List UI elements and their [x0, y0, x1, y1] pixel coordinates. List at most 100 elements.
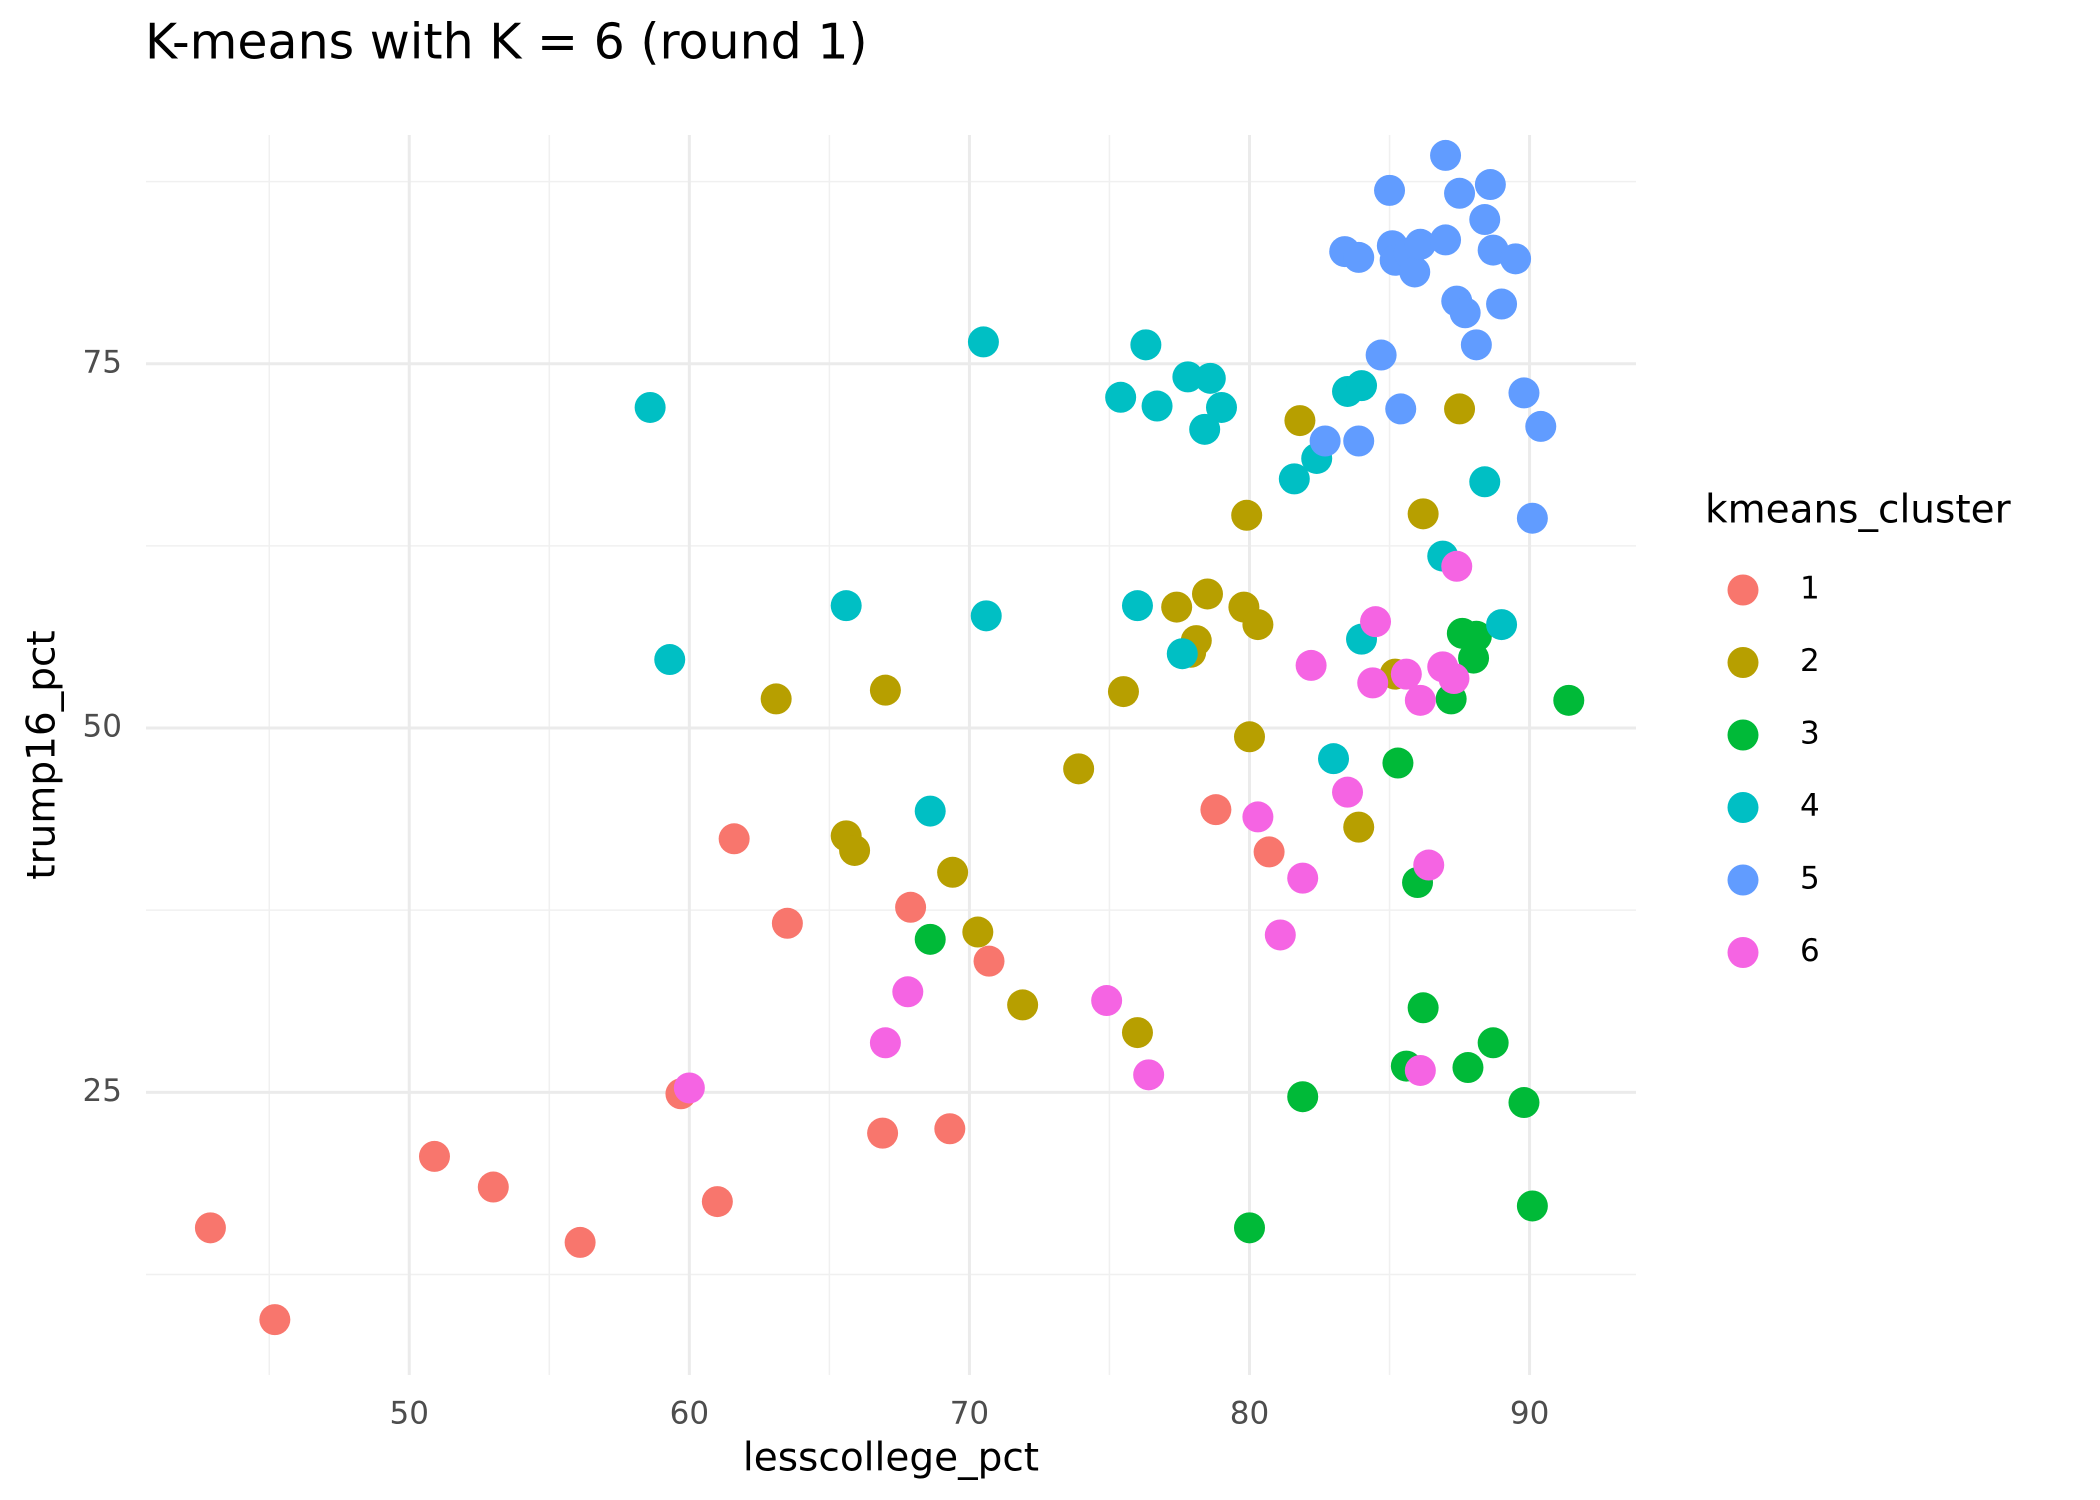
point — [1430, 224, 1462, 256]
point — [1486, 288, 1518, 320]
point — [1172, 361, 1204, 393]
point — [869, 674, 901, 706]
x-axis-label: lesscollege_pct — [743, 1436, 1039, 1481]
point — [1474, 169, 1506, 201]
point — [1133, 1059, 1165, 1091]
point — [564, 1226, 596, 1258]
y-axis-label: trump16_pct — [20, 630, 65, 879]
legend-swatch — [1727, 864, 1759, 896]
legend-label: 1 — [1800, 571, 1820, 607]
point — [1205, 391, 1237, 423]
point — [1278, 463, 1310, 495]
point — [1525, 410, 1557, 442]
point — [1430, 139, 1462, 171]
chart-title: K-means with K = 6 (round 1) — [145, 14, 868, 71]
point — [1189, 413, 1221, 445]
y-tick-label: 50 — [83, 709, 122, 745]
point — [1264, 919, 1296, 951]
legend-label: 5 — [1800, 861, 1820, 897]
point — [1516, 502, 1548, 534]
point — [934, 1113, 966, 1145]
legend-swatch — [1727, 647, 1759, 678]
point — [194, 1212, 226, 1244]
point — [1107, 676, 1139, 708]
point — [1318, 743, 1350, 775]
point — [1242, 801, 1274, 833]
point — [1382, 747, 1414, 779]
point — [1121, 590, 1153, 622]
legend-label: 2 — [1800, 643, 1820, 679]
point — [1508, 377, 1540, 409]
point — [830, 590, 862, 622]
point — [1332, 776, 1364, 808]
point — [1233, 1212, 1265, 1244]
point — [1399, 256, 1431, 288]
point — [892, 976, 924, 1008]
point — [634, 391, 666, 423]
point — [1284, 405, 1316, 437]
point — [1161, 591, 1193, 623]
point — [1413, 849, 1445, 881]
point — [1287, 862, 1319, 894]
point — [1309, 425, 1341, 457]
point — [1194, 362, 1226, 394]
point — [1444, 177, 1476, 209]
point — [1385, 393, 1417, 425]
point — [1231, 499, 1263, 531]
point — [1141, 390, 1173, 422]
point — [1404, 684, 1436, 716]
point — [1007, 989, 1039, 1021]
point — [1508, 1087, 1540, 1119]
point — [1365, 339, 1397, 371]
point — [1105, 381, 1137, 413]
legend-title: kmeans_cluster — [1705, 488, 2012, 533]
legend-label: 3 — [1800, 716, 1820, 752]
point — [839, 834, 871, 866]
point — [895, 891, 927, 923]
point — [701, 1186, 733, 1218]
point — [1438, 663, 1470, 695]
point — [1253, 836, 1285, 868]
point — [970, 600, 1002, 632]
point — [1191, 578, 1223, 610]
legend-label: 6 — [1800, 933, 1820, 969]
x-tick-label: 70 — [950, 1396, 989, 1432]
legend-swatch — [1727, 574, 1759, 606]
point — [967, 326, 999, 358]
point — [1295, 649, 1327, 681]
point — [1390, 658, 1422, 690]
point — [673, 1072, 705, 1104]
point — [1287, 1081, 1319, 1113]
point — [869, 1027, 901, 1059]
x-tick-label: 60 — [670, 1396, 709, 1432]
point — [1452, 1052, 1484, 1084]
point — [1166, 638, 1198, 670]
point — [1441, 550, 1473, 582]
marks — [194, 139, 1585, 1336]
point — [1357, 667, 1389, 699]
point — [1449, 297, 1481, 329]
point — [771, 907, 803, 939]
point — [1516, 1190, 1548, 1222]
point — [1404, 228, 1436, 260]
point — [1343, 811, 1375, 843]
point — [418, 1140, 450, 1172]
point — [1360, 606, 1392, 638]
point — [1553, 684, 1585, 716]
point — [1242, 609, 1274, 641]
point — [1486, 609, 1518, 641]
point — [914, 795, 946, 827]
point — [1121, 1017, 1153, 1049]
y-tick-label: 75 — [83, 344, 122, 380]
point — [1130, 329, 1162, 361]
point — [1407, 992, 1439, 1024]
point — [718, 823, 750, 855]
legend-swatch — [1727, 719, 1759, 751]
point — [477, 1171, 509, 1203]
point — [1460, 620, 1492, 652]
point — [1346, 370, 1378, 402]
point — [1469, 204, 1501, 236]
